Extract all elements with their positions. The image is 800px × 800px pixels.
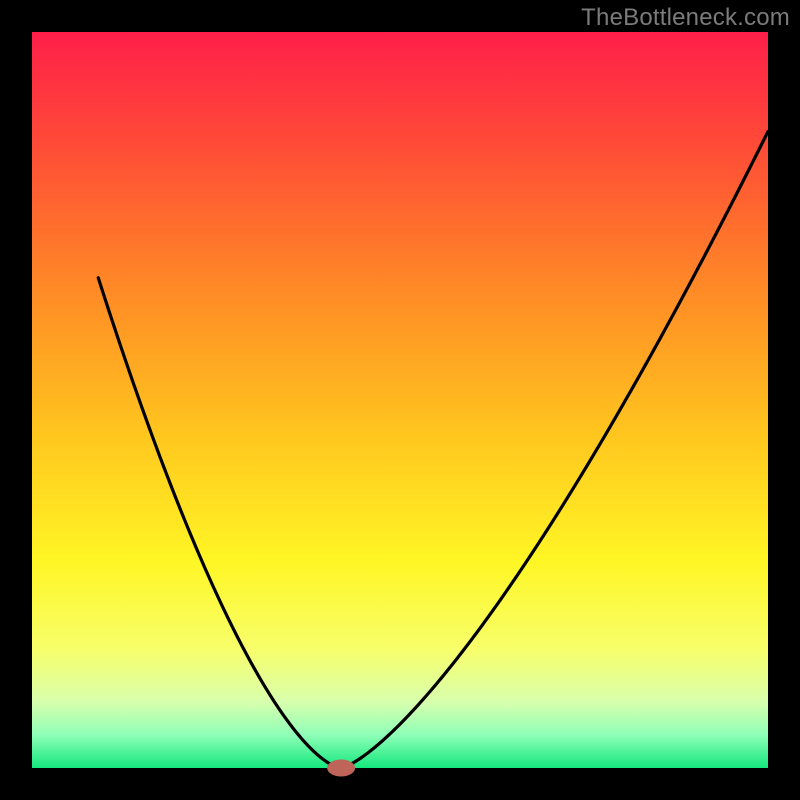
bottleneck-chart <box>0 0 800 800</box>
optimal-point-marker <box>327 760 355 777</box>
chart-stage: TheBottleneck.com <box>0 0 800 800</box>
plot-background <box>32 32 768 768</box>
watermark-text: TheBottleneck.com <box>581 4 790 32</box>
